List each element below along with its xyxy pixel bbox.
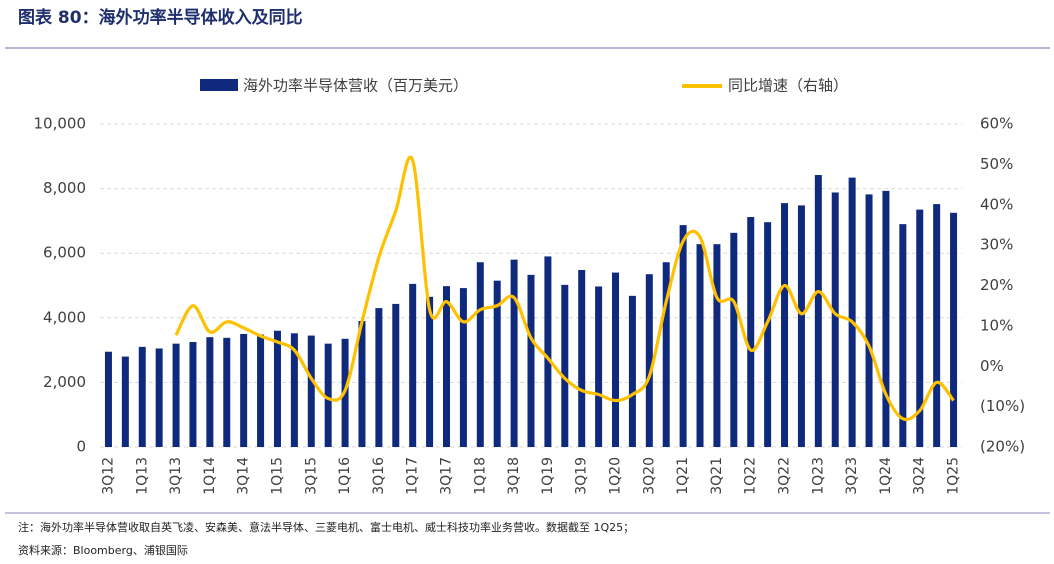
bar (459, 288, 467, 447)
bar (223, 337, 231, 447)
bar (679, 225, 687, 447)
x-tick-label: 3Q23 (844, 457, 860, 495)
source: 资料来源：Bloomberg、浦银国际 (18, 543, 188, 557)
legend-label: 同比增速（右轴） (728, 77, 848, 95)
bar (578, 269, 586, 447)
y-tick-label: 0 (76, 438, 86, 456)
x-tick-label: 3Q24 (912, 457, 928, 495)
bar (747, 217, 755, 447)
note: 注：海外功率半导体营收取自英飞凌、安森美、意法半导体、三菱电机、富士电机、威士科… (18, 520, 634, 534)
bar (240, 333, 248, 447)
bar (189, 342, 197, 447)
bar (561, 284, 569, 447)
bar (730, 232, 738, 447)
bar (595, 286, 603, 447)
x-tick-label: 1Q25 (946, 457, 962, 495)
bar (104, 351, 112, 447)
bar (206, 337, 214, 447)
x-tick-label: 1Q21 (675, 457, 691, 495)
bar (324, 343, 332, 447)
legend-label: 海外功率半导体营收（百万美元） (243, 77, 468, 95)
bar (713, 244, 721, 447)
bar (950, 212, 958, 447)
x-tick-label: 1Q23 (810, 457, 826, 495)
x-tick-label: 1Q19 (540, 457, 556, 495)
y-tick-label: 2,000 (43, 373, 86, 391)
bar (257, 334, 265, 447)
bar (426, 296, 434, 447)
y2-tick-label: 40% (980, 195, 1013, 213)
y-tick-label: 10,000 (34, 115, 87, 133)
x-tick-label: 3Q22 (777, 457, 793, 495)
x-tick-label: 3Q16 (371, 457, 387, 495)
x-tick-label: 3Q17 (438, 457, 454, 495)
y2-tick-label: (20%) (980, 438, 1025, 456)
x-tick-label: 3Q19 (574, 457, 590, 495)
x-tick-label: 3Q20 (641, 457, 657, 495)
bar (409, 283, 417, 447)
x-tick-label: 3Q21 (709, 457, 725, 495)
y-tick-label: 4,000 (43, 308, 86, 326)
bar (696, 244, 704, 447)
bar (442, 286, 450, 447)
bar (510, 259, 518, 447)
x-tick-label: 1Q13 (134, 457, 150, 495)
bar (358, 321, 366, 447)
bar (848, 177, 856, 448)
bar (899, 224, 907, 447)
x-tick-label: 1Q20 (608, 457, 624, 495)
y2-tick-label: 50% (980, 155, 1013, 173)
legend-swatch (200, 79, 238, 91)
x-tick-label: 1Q22 (743, 457, 759, 495)
bar (273, 330, 281, 447)
y2-tick-label: 30% (980, 236, 1013, 254)
bar (933, 204, 941, 447)
y2-tick-label: (10%) (980, 397, 1025, 415)
x-tick-label: 1Q14 (202, 457, 218, 495)
bar (865, 194, 873, 447)
x-tick-label: 1Q16 (337, 457, 353, 495)
x-tick-label: 3Q15 (303, 457, 319, 495)
bar (544, 256, 552, 447)
bar (172, 343, 180, 447)
bar (121, 356, 129, 447)
bar (645, 274, 653, 447)
bar (290, 333, 298, 447)
bar (493, 280, 501, 447)
x-tick-label: 3Q18 (506, 457, 522, 495)
bar (138, 346, 146, 447)
bar (797, 205, 805, 447)
bar (476, 262, 484, 447)
bar (781, 203, 789, 447)
bar (628, 295, 636, 447)
y2-tick-label: 60% (980, 115, 1013, 133)
bar (307, 335, 315, 447)
x-tick-label: 1Q18 (472, 457, 488, 495)
bar (814, 175, 822, 447)
chart-title: 图表 80：海外功率半导体收入及同比 (18, 7, 303, 28)
y-tick-label: 6,000 (43, 244, 86, 262)
bar (375, 308, 383, 447)
bar (612, 272, 620, 447)
bar (831, 192, 839, 447)
y2-tick-label: 0% (980, 357, 1004, 375)
bar (662, 262, 670, 447)
bar (155, 348, 163, 447)
x-tick-label: 3Q14 (236, 457, 252, 495)
x-tick-label: 3Q12 (100, 457, 116, 495)
bar (392, 303, 400, 447)
bar (882, 190, 890, 447)
x-tick-label: 1Q17 (405, 457, 421, 495)
line (174, 155, 955, 422)
bar (764, 222, 772, 447)
x-tick-label: 3Q13 (168, 457, 184, 495)
y2-tick-label: 20% (980, 276, 1013, 294)
x-tick-label: 1Q24 (878, 457, 894, 495)
y-tick-label: 8,000 (43, 179, 86, 197)
y2-tick-label: 10% (980, 316, 1013, 334)
x-tick-label: 1Q15 (269, 457, 285, 495)
bar (916, 209, 924, 447)
bar (527, 274, 535, 447)
